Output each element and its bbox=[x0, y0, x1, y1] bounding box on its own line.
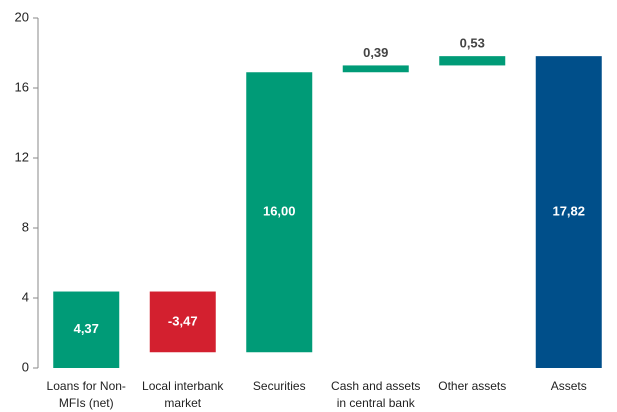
bar bbox=[439, 56, 506, 66]
data-label: -3,47 bbox=[168, 313, 198, 328]
y-tick-label: 8 bbox=[22, 219, 29, 234]
y-tick-label: 12 bbox=[15, 149, 29, 164]
data-label: 4,37 bbox=[74, 321, 99, 336]
y-tick-label: 4 bbox=[22, 289, 29, 304]
bar bbox=[53, 291, 120, 368]
x-tick-label: Loans for Non-MFIs (net) bbox=[46, 379, 126, 410]
x-tick-label: Securities bbox=[252, 379, 306, 393]
bar bbox=[535, 56, 602, 369]
y-tick-label: 0 bbox=[22, 359, 29, 374]
data-label: 17,82 bbox=[552, 204, 585, 219]
x-tick-label: Cash and assets in central bank bbox=[331, 379, 421, 410]
data-label: 0,53 bbox=[460, 36, 485, 51]
x-tick-label: Other assets bbox=[438, 379, 507, 393]
y-tick-label: 16 bbox=[15, 79, 29, 94]
bar bbox=[342, 65, 409, 73]
data-label: 0,39 bbox=[363, 45, 388, 60]
bar bbox=[246, 72, 313, 353]
x-tick-label: Local interbank market bbox=[142, 379, 224, 410]
x-tick-label: Assets bbox=[550, 379, 587, 393]
data-label: 16,00 bbox=[263, 204, 296, 219]
y-tick-label: 20 bbox=[15, 9, 29, 24]
bar bbox=[149, 291, 216, 353]
